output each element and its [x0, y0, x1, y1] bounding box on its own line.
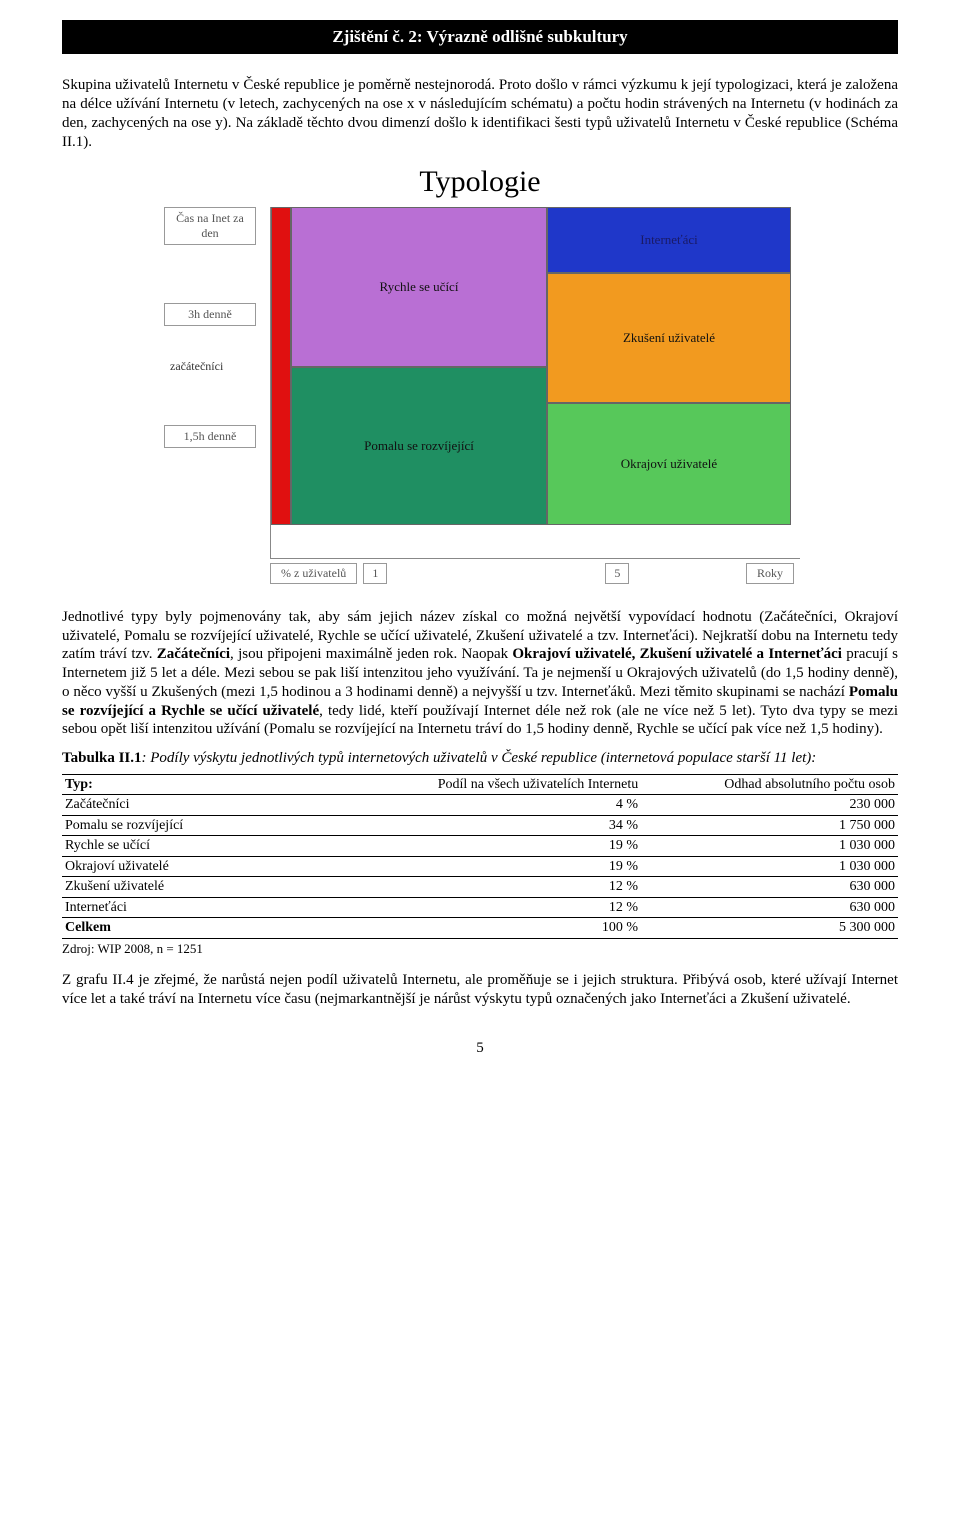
segment-okrajovi: Okrajoví uživatelé: [547, 403, 791, 525]
paragraph-3: Z grafu II.4 je zřejmé, že narůstá nejen…: [62, 971, 898, 1009]
td-type: Rychle se učící: [62, 836, 398, 857]
td-share: 12 %: [398, 877, 678, 898]
y-axis: Čas na Inet za den 3h denně začátečníci …: [160, 207, 270, 559]
segment-internetaci: Interneťáci: [547, 207, 791, 273]
table-row: Rychle se učící19 %1 030 000: [62, 836, 898, 857]
table-source: Zdroj: WIP 2008, n = 1251: [62, 941, 898, 957]
table-head-row: Typ: Podíl na všech uživatelích Internet…: [62, 774, 898, 795]
td-abs: 1 030 000: [678, 856, 898, 877]
segment-zkuseni: Zkušení uživatelé: [547, 273, 791, 403]
typology-table: Typ: Podíl na všech uživatelích Internet…: [62, 774, 898, 939]
td-abs: 230 000: [678, 795, 898, 816]
paragraph-3-text: Z grafu II.4 je zřejmé, že narůstá nejen…: [62, 972, 898, 1007]
td-share: 19 %: [398, 856, 678, 877]
table-caption-italic: : Podíly výskytu jednotlivých typů inter…: [142, 750, 817, 766]
td-abs: 630 000: [678, 877, 898, 898]
th-abs: Odhad absolutního počtu osob: [678, 774, 898, 795]
chart-plot-area: Rychle se učícíPomalu se rozvíjející Inte…: [270, 207, 800, 559]
td-share: 12 %: [398, 897, 678, 918]
segment-zacatecnici: [271, 207, 291, 525]
td-type: Začátečníci: [62, 795, 398, 816]
segment-rychle: Rychle se učící: [291, 207, 547, 367]
y-axis-label: Čas na Inet za den: [164, 207, 256, 245]
td-type: Pomalu se rozvíjející: [62, 815, 398, 836]
td-total-share: 100 %: [398, 918, 678, 939]
x-axis: % z uživatelů 1 5 Roky: [270, 563, 800, 584]
table-row: Zkušení uživatelé12 %630 000: [62, 877, 898, 898]
paragraph-1: Skupina uživatelů Internetu v České repu…: [62, 76, 898, 151]
section-title-bar: Zjištění č. 2: Výrazně odlišné subkultur…: [62, 20, 898, 54]
td-type: Okrajoví uživatelé: [62, 856, 398, 877]
td-total-abs: 5 300 000: [678, 918, 898, 939]
td-type: Zkušení uživatelé: [62, 877, 398, 898]
paragraph-1-text: Skupina uživatelů Internetu v České repu…: [62, 77, 898, 149]
x-tick-roky: Roky: [746, 563, 794, 584]
page-number: 5: [62, 1039, 898, 1058]
td-share: 4 %: [398, 795, 678, 816]
th-type: Typ:: [62, 774, 398, 795]
x-tick-5: 5: [605, 563, 629, 584]
td-abs: 1 030 000: [678, 836, 898, 857]
td-share: 19 %: [398, 836, 678, 857]
td-abs: 1 750 000: [678, 815, 898, 836]
td-share: 34 %: [398, 815, 678, 836]
x-tick-1: 1: [363, 563, 387, 584]
table-caption-bold: Tabulka II.1: [62, 750, 142, 766]
paragraph-2: Jednotlivé typy byly pojmenovány tak, ab…: [62, 608, 898, 739]
table-total-row: Celkem 100 % 5 300 000: [62, 918, 898, 939]
td-abs: 630 000: [678, 897, 898, 918]
y-tick-3h: 3h denně: [164, 303, 256, 326]
segment-pomalu: Pomalu se rozvíjející: [291, 367, 547, 525]
typology-chart: Typologie Čas na Inet za den 3h denně za…: [160, 163, 800, 584]
section-title: Zjištění č. 2: Výrazně odlišné subkultur…: [332, 27, 627, 46]
table-row: Interneťáci12 %630 000: [62, 897, 898, 918]
p2-b: Začátečníci: [157, 646, 230, 662]
p2-d: Okrajoví uživatelé, Zkušení uživatelé a …: [512, 646, 842, 662]
th-share: Podíl na všech uživatelích Internetu: [398, 774, 678, 795]
table-row: Okrajoví uživatelé19 %1 030 000: [62, 856, 898, 877]
td-total-label: Celkem: [62, 918, 398, 939]
p2-c: , jsou připojeni maximálně jeden rok. Na…: [230, 646, 512, 662]
y-mid-zacatecnici-label: začátečníci: [170, 359, 223, 374]
table-row: Začátečníci4 %230 000: [62, 795, 898, 816]
table-row: Pomalu se rozvíjející34 %1 750 000: [62, 815, 898, 836]
x-axis-pct-label: % z uživatelů: [270, 563, 357, 584]
td-type: Interneťáci: [62, 897, 398, 918]
table-caption: Tabulka II.1: Podíly výskytu jednotlivýc…: [62, 749, 898, 768]
y-tick-15h: 1,5h denně: [164, 425, 256, 448]
chart-title: Typologie: [160, 163, 800, 201]
